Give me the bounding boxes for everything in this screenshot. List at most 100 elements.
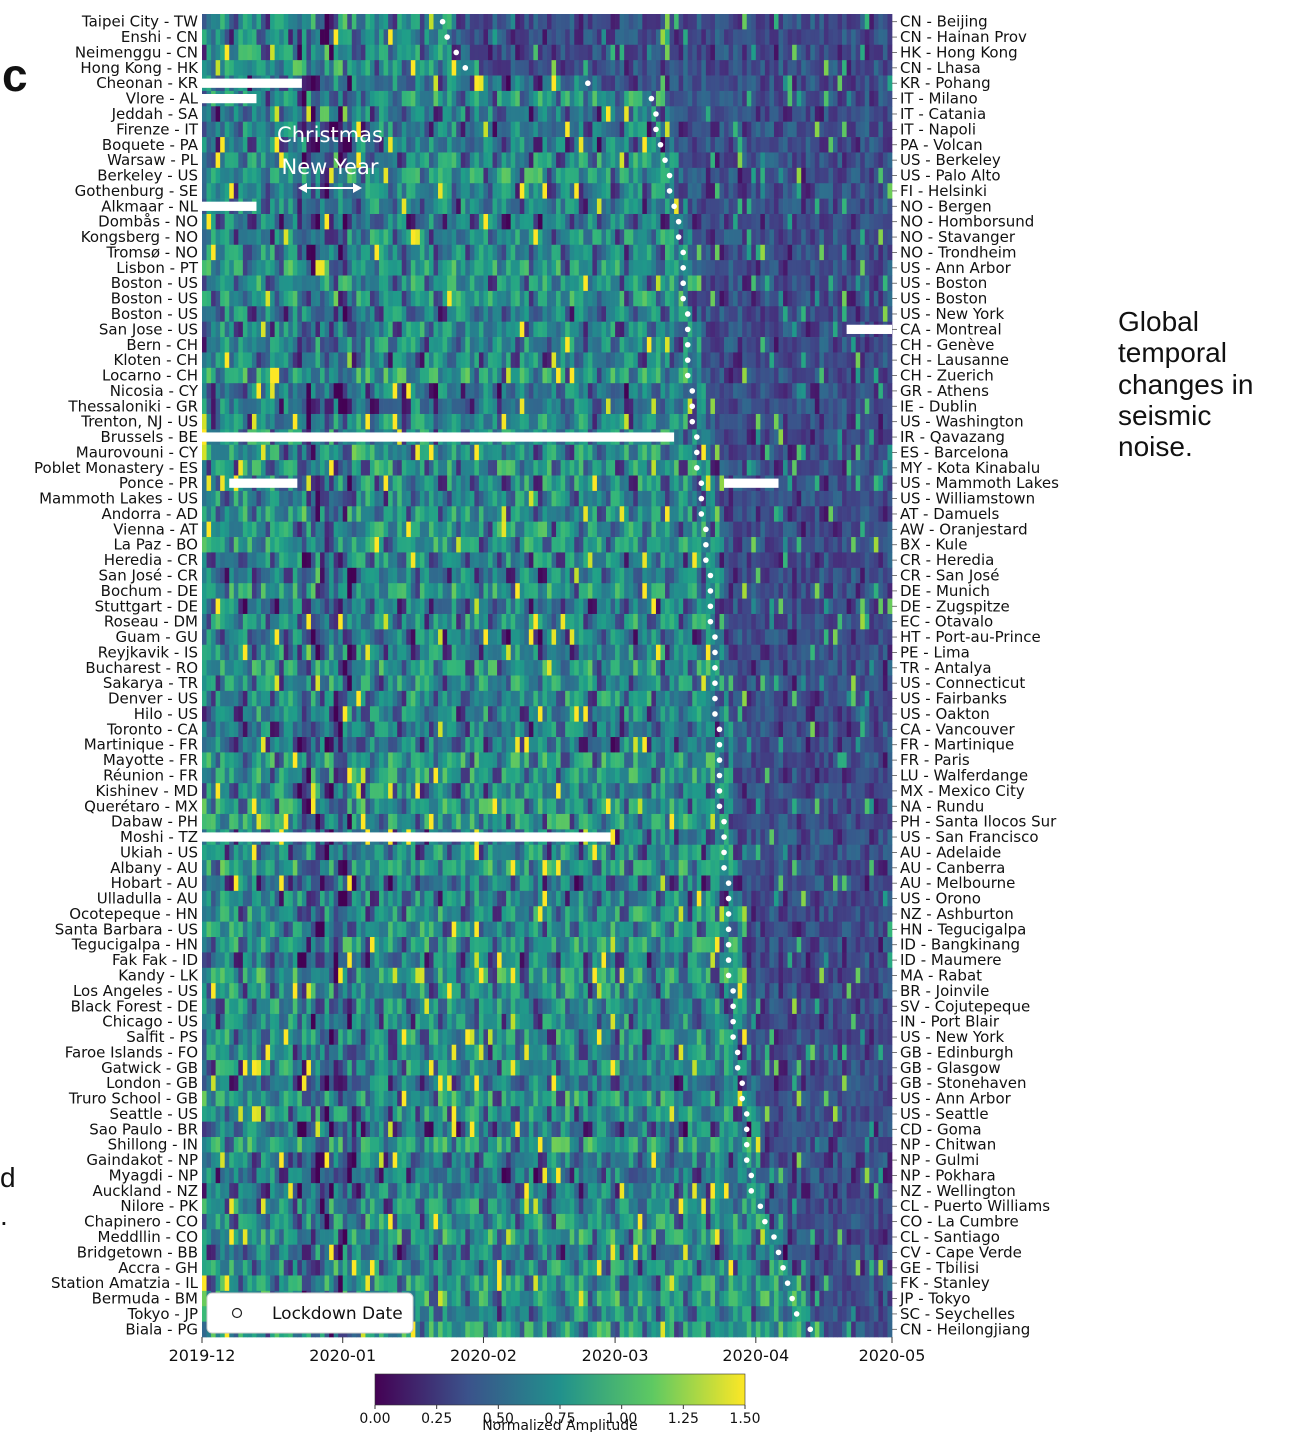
heatmap-cell <box>746 383 752 399</box>
heatmap-cell <box>360 337 366 353</box>
heatmap-cell <box>360 413 366 430</box>
heatmap-cell <box>864 444 870 461</box>
heatmap-cell <box>556 75 561 92</box>
heatmap-cell <box>251 490 257 507</box>
heatmap-cell <box>392 475 398 492</box>
heatmap-cell <box>292 352 298 369</box>
heatmap-cell <box>379 213 384 230</box>
heatmap-cell <box>710 429 716 446</box>
heatmap-cell <box>451 14 457 30</box>
heatmap-cell <box>247 29 253 46</box>
heatmap-cell <box>279 260 285 276</box>
heatmap-cell <box>619 106 625 123</box>
heatmap-cell <box>365 198 371 215</box>
heatmap-cell <box>678 490 684 507</box>
heatmap-cell <box>687 121 693 138</box>
heatmap-cell <box>220 106 226 123</box>
heatmap-cell <box>510 290 516 307</box>
heatmap-cell <box>419 413 425 430</box>
heatmap-cell <box>701 260 707 276</box>
heatmap-cell <box>610 14 616 30</box>
heatmap-cell <box>274 367 280 384</box>
heatmap-cell <box>320 275 325 292</box>
heatmap-cell <box>624 229 630 246</box>
heatmap-cell <box>438 152 443 169</box>
heatmap-cell <box>846 429 852 446</box>
heatmap-cell <box>542 321 548 338</box>
heatmap-cell <box>447 183 453 199</box>
heatmap-cell <box>660 14 666 30</box>
heatmap-cell <box>646 106 652 123</box>
heatmap-cell <box>864 460 870 476</box>
heatmap-cell <box>805 14 811 30</box>
heatmap-cell <box>728 383 734 399</box>
heatmap-cell <box>624 44 630 61</box>
heatmap-cell <box>238 460 244 476</box>
heatmap-cell <box>292 398 298 415</box>
heatmap-cell <box>447 321 453 338</box>
heatmap-cell <box>710 152 716 169</box>
heatmap-cell <box>242 460 248 476</box>
heatmap-cell <box>465 383 471 399</box>
heatmap-cell <box>887 398 893 415</box>
heatmap-cell <box>792 306 798 323</box>
heatmap-cell <box>537 260 543 276</box>
heatmap-cell <box>388 413 394 430</box>
heatmap-cell <box>383 60 389 76</box>
heatmap-cell <box>251 337 257 353</box>
heatmap-cell <box>615 337 620 353</box>
heatmap-cell <box>515 167 521 184</box>
heatmap-cell <box>401 383 407 399</box>
heatmap-cell <box>460 306 466 323</box>
heatmap-cell <box>792 398 798 415</box>
heatmap-cell <box>587 413 593 430</box>
heatmap-cell <box>742 444 748 461</box>
heatmap-cell <box>832 383 838 399</box>
heatmap-cell <box>606 44 611 61</box>
heatmap-cell <box>678 460 684 476</box>
heatmap-cell <box>465 183 471 199</box>
heatmap-cell <box>814 290 820 307</box>
heatmap-cell <box>655 506 661 523</box>
heatmap-cell <box>696 398 702 415</box>
heatmap-cell <box>624 337 630 353</box>
heatmap-cell <box>274 106 280 123</box>
heatmap-cell <box>637 44 643 61</box>
heatmap-cell <box>733 75 739 92</box>
heatmap-cell <box>229 260 235 276</box>
heatmap-cell <box>655 198 661 215</box>
heatmap-cell <box>560 90 566 107</box>
heatmap-cell <box>215 490 221 507</box>
heatmap-cell <box>528 198 534 215</box>
heatmap-cell <box>270 229 275 246</box>
heatmap-cell <box>764 244 770 261</box>
heatmap-cell <box>533 213 539 230</box>
heatmap-cell <box>428 198 434 215</box>
heatmap-cell <box>251 290 257 307</box>
heatmap-cell <box>855 137 861 153</box>
heatmap-cell <box>360 321 366 338</box>
heatmap-cell <box>714 60 720 76</box>
heatmap-cell <box>283 367 289 384</box>
heatmap-cell <box>519 14 525 30</box>
heatmap-cell <box>746 75 752 92</box>
heatmap-cell <box>633 383 639 399</box>
heatmap-cell <box>519 106 525 123</box>
heatmap-cell <box>596 152 602 169</box>
heatmap-cell <box>419 275 425 292</box>
heatmap-cell <box>478 290 484 307</box>
heatmap-cell <box>574 90 580 107</box>
heatmap-cell <box>628 352 634 369</box>
heatmap-cell <box>392 121 398 138</box>
heatmap-cell <box>619 198 625 215</box>
heatmap-cell <box>220 260 226 276</box>
heatmap-cell <box>483 106 489 123</box>
heatmap-cell <box>329 75 334 92</box>
heatmap-cell <box>751 29 757 46</box>
heatmap-cell <box>279 137 285 153</box>
heatmap-cell <box>837 75 843 92</box>
heatmap-cell <box>410 44 416 61</box>
heatmap-cell <box>655 352 661 369</box>
heatmap-cell <box>787 44 793 61</box>
heatmap-cell <box>356 383 362 399</box>
